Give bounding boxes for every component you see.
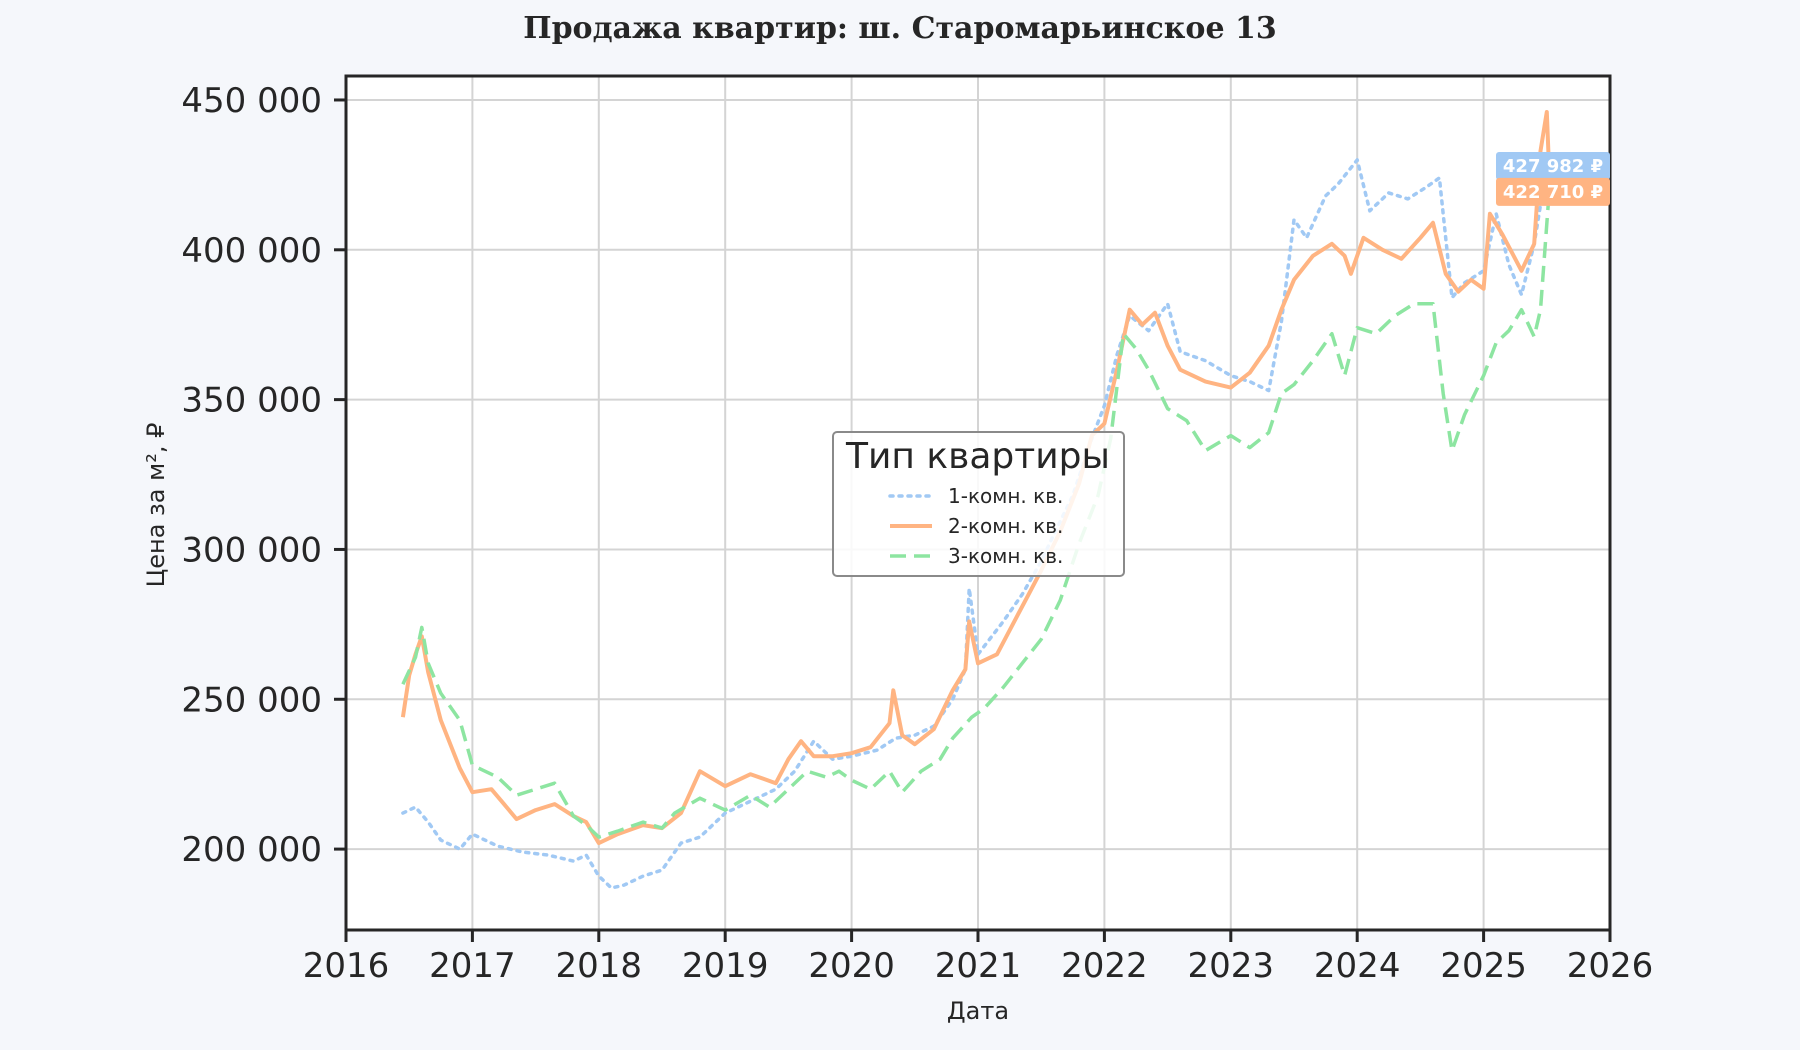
- series-group: [400, 110, 1552, 890]
- y-tick-label: 250 000: [181, 680, 322, 720]
- y-tick-label: 400 000: [181, 231, 322, 271]
- end-label-2: 422 710 ₽: [1503, 182, 1603, 203]
- x-axis-label: Дата: [947, 997, 1009, 1025]
- y-tick-label: 450 000: [181, 81, 322, 121]
- x-tick-label: 2019: [682, 946, 769, 986]
- x-tick-label: 2016: [303, 946, 390, 986]
- x-tick-label: 2024: [1314, 946, 1401, 986]
- y-axis-label: Цена за м², ₽: [142, 423, 170, 588]
- end-label-box-2: [1496, 177, 1610, 206]
- chart-title: Продажа квартир: ш. Старомарьинское 13: [523, 11, 1276, 46]
- y-tick-label: 300 000: [181, 530, 322, 570]
- y-tick-label: 200 000: [181, 830, 322, 870]
- legend-box: [832, 431, 1125, 577]
- x-tick-label: 2020: [808, 946, 895, 986]
- x-tick-label: 2025: [1440, 946, 1527, 986]
- legend: Тип квартиры 1-комн. кв. 2-комн. кв. 3-ком…: [832, 431, 1125, 577]
- end-label-box-1: [1496, 151, 1610, 180]
- legend-label-3: 3-комн. кв.: [948, 544, 1063, 568]
- axes: 2016 2017 2018 2019 2020 2021 2022 2023 2024 2025…: [181, 81, 1653, 986]
- x-tick-label: 2018: [556, 946, 643, 986]
- x-tick-label: 2022: [1061, 946, 1148, 986]
- legend-title: Тип квартиры: [845, 436, 1110, 477]
- end-label-1: 427 982 ₽: [1503, 156, 1603, 177]
- x-tick-label: 2023: [1188, 946, 1275, 986]
- x-tick-label: 2026: [1567, 946, 1654, 986]
- end-labels: 427 982 ₽ 422 710 ₽: [1496, 151, 1610, 206]
- legend-label-2: 2-комн. кв.: [948, 514, 1063, 538]
- x-tick-label: 2021: [935, 946, 1022, 986]
- x-tick-label: 2017: [429, 946, 516, 986]
- legend-label-1: 1-комн. кв.: [948, 484, 1063, 508]
- series-line-3: [401, 189, 1552, 839]
- series-line-1: [401, 158, 1549, 890]
- y-tick-label: 350 000: [181, 381, 322, 421]
